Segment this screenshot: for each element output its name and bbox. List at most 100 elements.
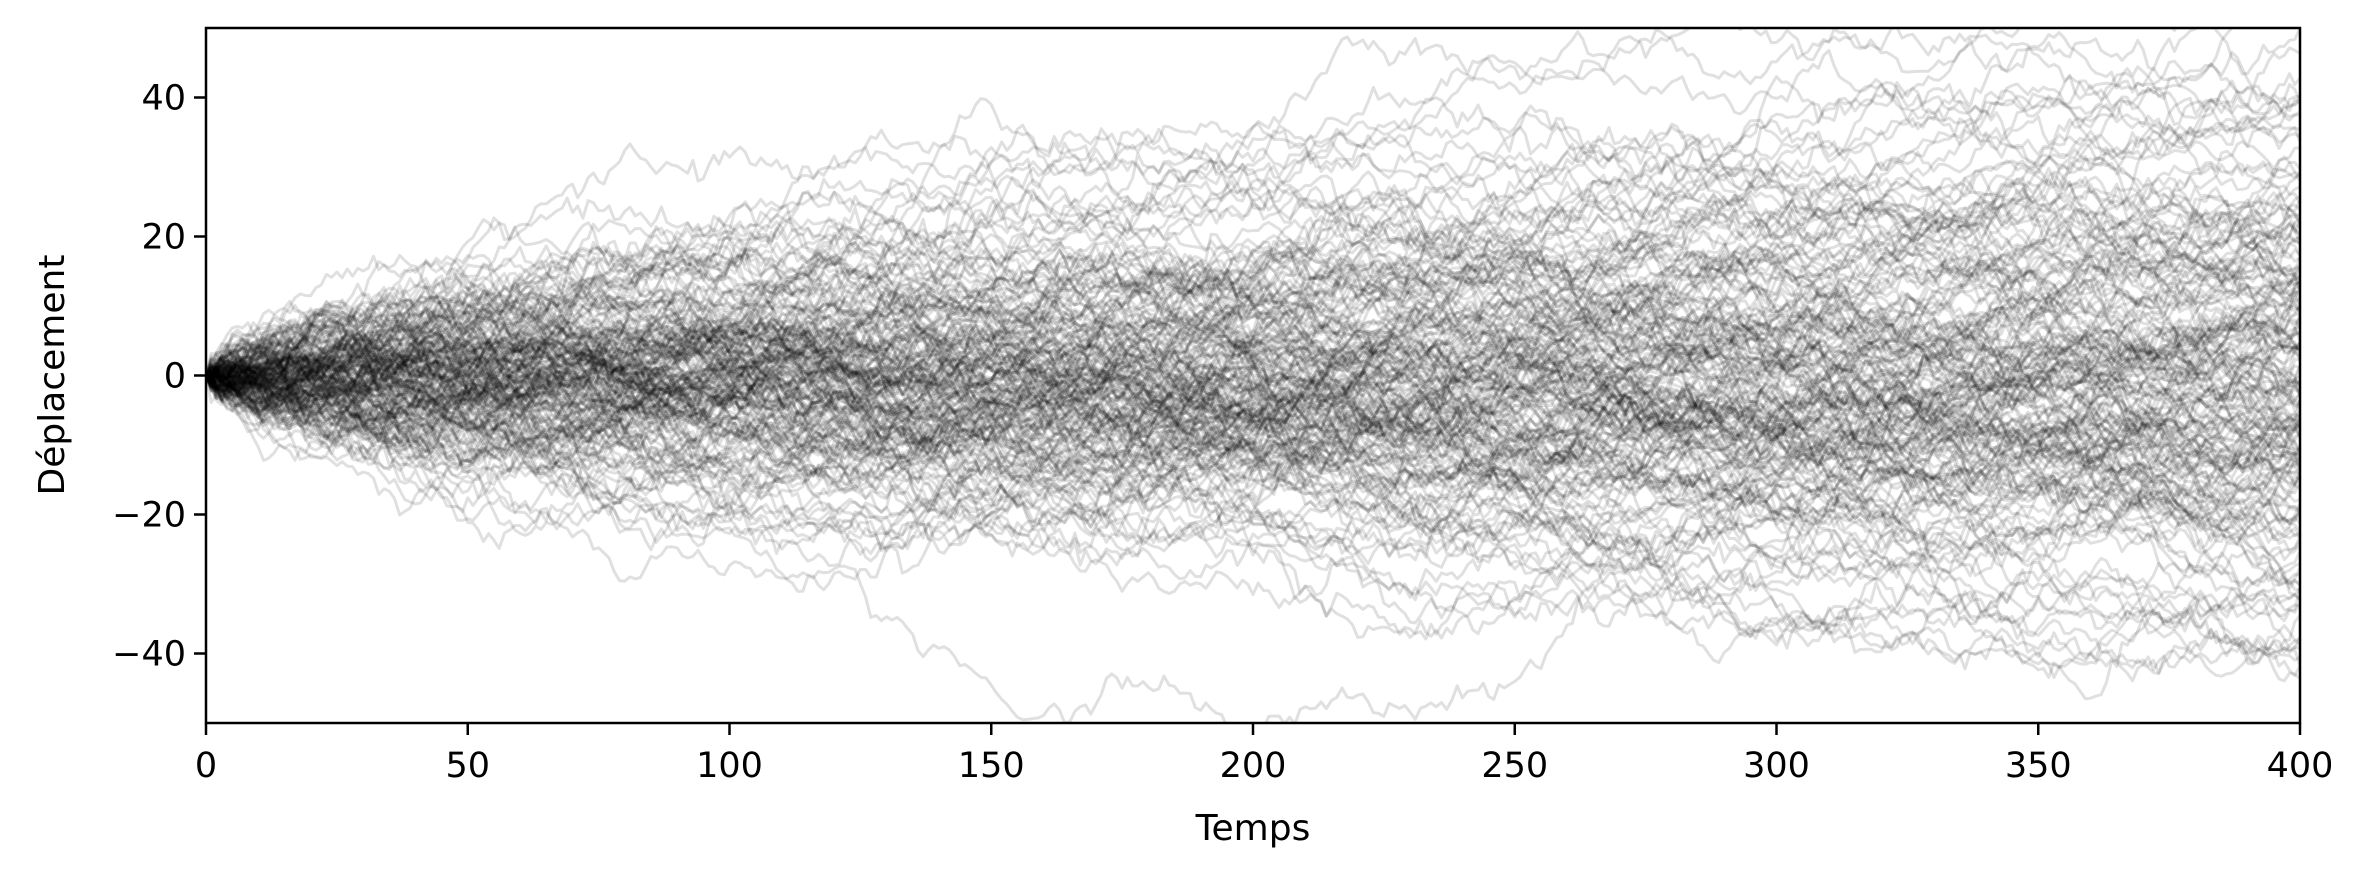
walk-line xyxy=(206,237,2300,450)
walk-line xyxy=(206,291,2300,477)
walk-line xyxy=(206,162,2300,400)
walk-line xyxy=(206,197,2300,392)
walk-line xyxy=(206,330,2300,458)
walk-line xyxy=(206,297,2300,496)
walk-line xyxy=(206,305,2300,513)
walk-line xyxy=(206,364,2300,567)
x-tick-label: 0 xyxy=(195,746,217,786)
walk-line xyxy=(206,248,2300,458)
walk-line xyxy=(206,116,2300,378)
walk-line xyxy=(206,323,2300,601)
walk-line xyxy=(206,287,2300,409)
walk-line xyxy=(206,314,2300,501)
walk-line xyxy=(206,135,2300,408)
walk-line xyxy=(206,46,2300,425)
walk-line xyxy=(206,243,2300,377)
walk-line xyxy=(206,49,2300,395)
walk-line xyxy=(206,311,2300,498)
walk-line xyxy=(206,316,2300,516)
walk-line xyxy=(206,292,2300,474)
walk-line xyxy=(206,326,2300,465)
walk-line xyxy=(206,337,2300,530)
walk-line xyxy=(206,315,2300,494)
walk-line xyxy=(206,304,2300,405)
x-tick-label: 50 xyxy=(445,746,490,786)
walk-line xyxy=(206,314,2300,442)
walk-line xyxy=(206,233,2300,453)
walk-line xyxy=(206,353,2300,573)
walk-line xyxy=(206,277,2300,439)
walk-line xyxy=(206,340,2300,504)
walk-line xyxy=(206,364,2300,557)
walk-line xyxy=(206,350,2300,530)
walk-line xyxy=(206,253,2300,462)
y-tick-label: −40 xyxy=(112,635,186,675)
x-tick-label: 150 xyxy=(958,746,1025,786)
walk-line xyxy=(206,341,2300,487)
walk-line xyxy=(206,374,2300,585)
x-tick-label: 100 xyxy=(696,746,763,786)
walk-line xyxy=(206,345,2300,662)
y-tick-label: 40 xyxy=(141,79,186,119)
walk-line xyxy=(206,360,2300,503)
walk-line xyxy=(206,170,2300,417)
walk-line xyxy=(206,216,2300,429)
walk-line xyxy=(206,317,2300,453)
walk-line xyxy=(206,83,2300,414)
walk-line xyxy=(206,216,2300,452)
walk-line xyxy=(206,309,2300,447)
y-tick-label: −20 xyxy=(112,496,186,536)
walk-line xyxy=(206,347,2300,660)
walk-line xyxy=(206,178,2300,383)
walk-line xyxy=(206,254,2300,513)
walk-line xyxy=(206,228,2300,424)
walk-line xyxy=(206,309,2300,550)
walk-line xyxy=(206,355,2300,678)
walk-line xyxy=(206,238,2300,488)
walk-line xyxy=(206,367,2300,665)
walk-line xyxy=(206,374,2300,641)
x-tick-label: 300 xyxy=(1743,746,1810,786)
walk-line xyxy=(206,265,2300,491)
walk-line xyxy=(206,28,2300,391)
walk-line xyxy=(206,182,2300,446)
walk-line xyxy=(206,298,2300,469)
walk-line xyxy=(206,333,2300,529)
walk-line xyxy=(206,337,2300,650)
walk-line xyxy=(206,309,2300,509)
walk-line xyxy=(206,89,2300,435)
walk-line xyxy=(206,249,2300,394)
walk-line xyxy=(206,291,2300,472)
walk-line xyxy=(206,280,2300,466)
walk-line xyxy=(206,369,2300,606)
walk-line xyxy=(206,374,2300,568)
walk-line xyxy=(206,86,2300,411)
walk-line xyxy=(206,309,2300,489)
walk-line xyxy=(206,349,2300,481)
walk-line xyxy=(206,299,2300,450)
walk-line xyxy=(206,327,2300,452)
walk-line xyxy=(206,303,2300,483)
walk-line xyxy=(206,248,2300,480)
walk-line xyxy=(206,320,2300,531)
walk-line xyxy=(206,358,2300,656)
walk-line xyxy=(206,364,2300,489)
walk-line xyxy=(206,358,2300,501)
walk-line xyxy=(206,328,2300,478)
x-tick-label: 200 xyxy=(1220,746,1287,786)
y-tick-label: 0 xyxy=(164,357,186,397)
x-axis-label: Temps xyxy=(1195,808,1311,849)
y-tick-label: 20 xyxy=(141,218,186,258)
walk-line xyxy=(206,264,2300,472)
walk-line xyxy=(206,253,2300,482)
walk-line xyxy=(206,350,2300,619)
walk-line xyxy=(206,180,2300,380)
walk-line xyxy=(206,239,2300,487)
walk-line xyxy=(206,353,2300,683)
y-axis-label: Déplacement xyxy=(32,255,73,496)
walk-line xyxy=(206,133,2300,392)
walk-line xyxy=(206,191,2300,377)
walk-line xyxy=(206,178,2300,507)
